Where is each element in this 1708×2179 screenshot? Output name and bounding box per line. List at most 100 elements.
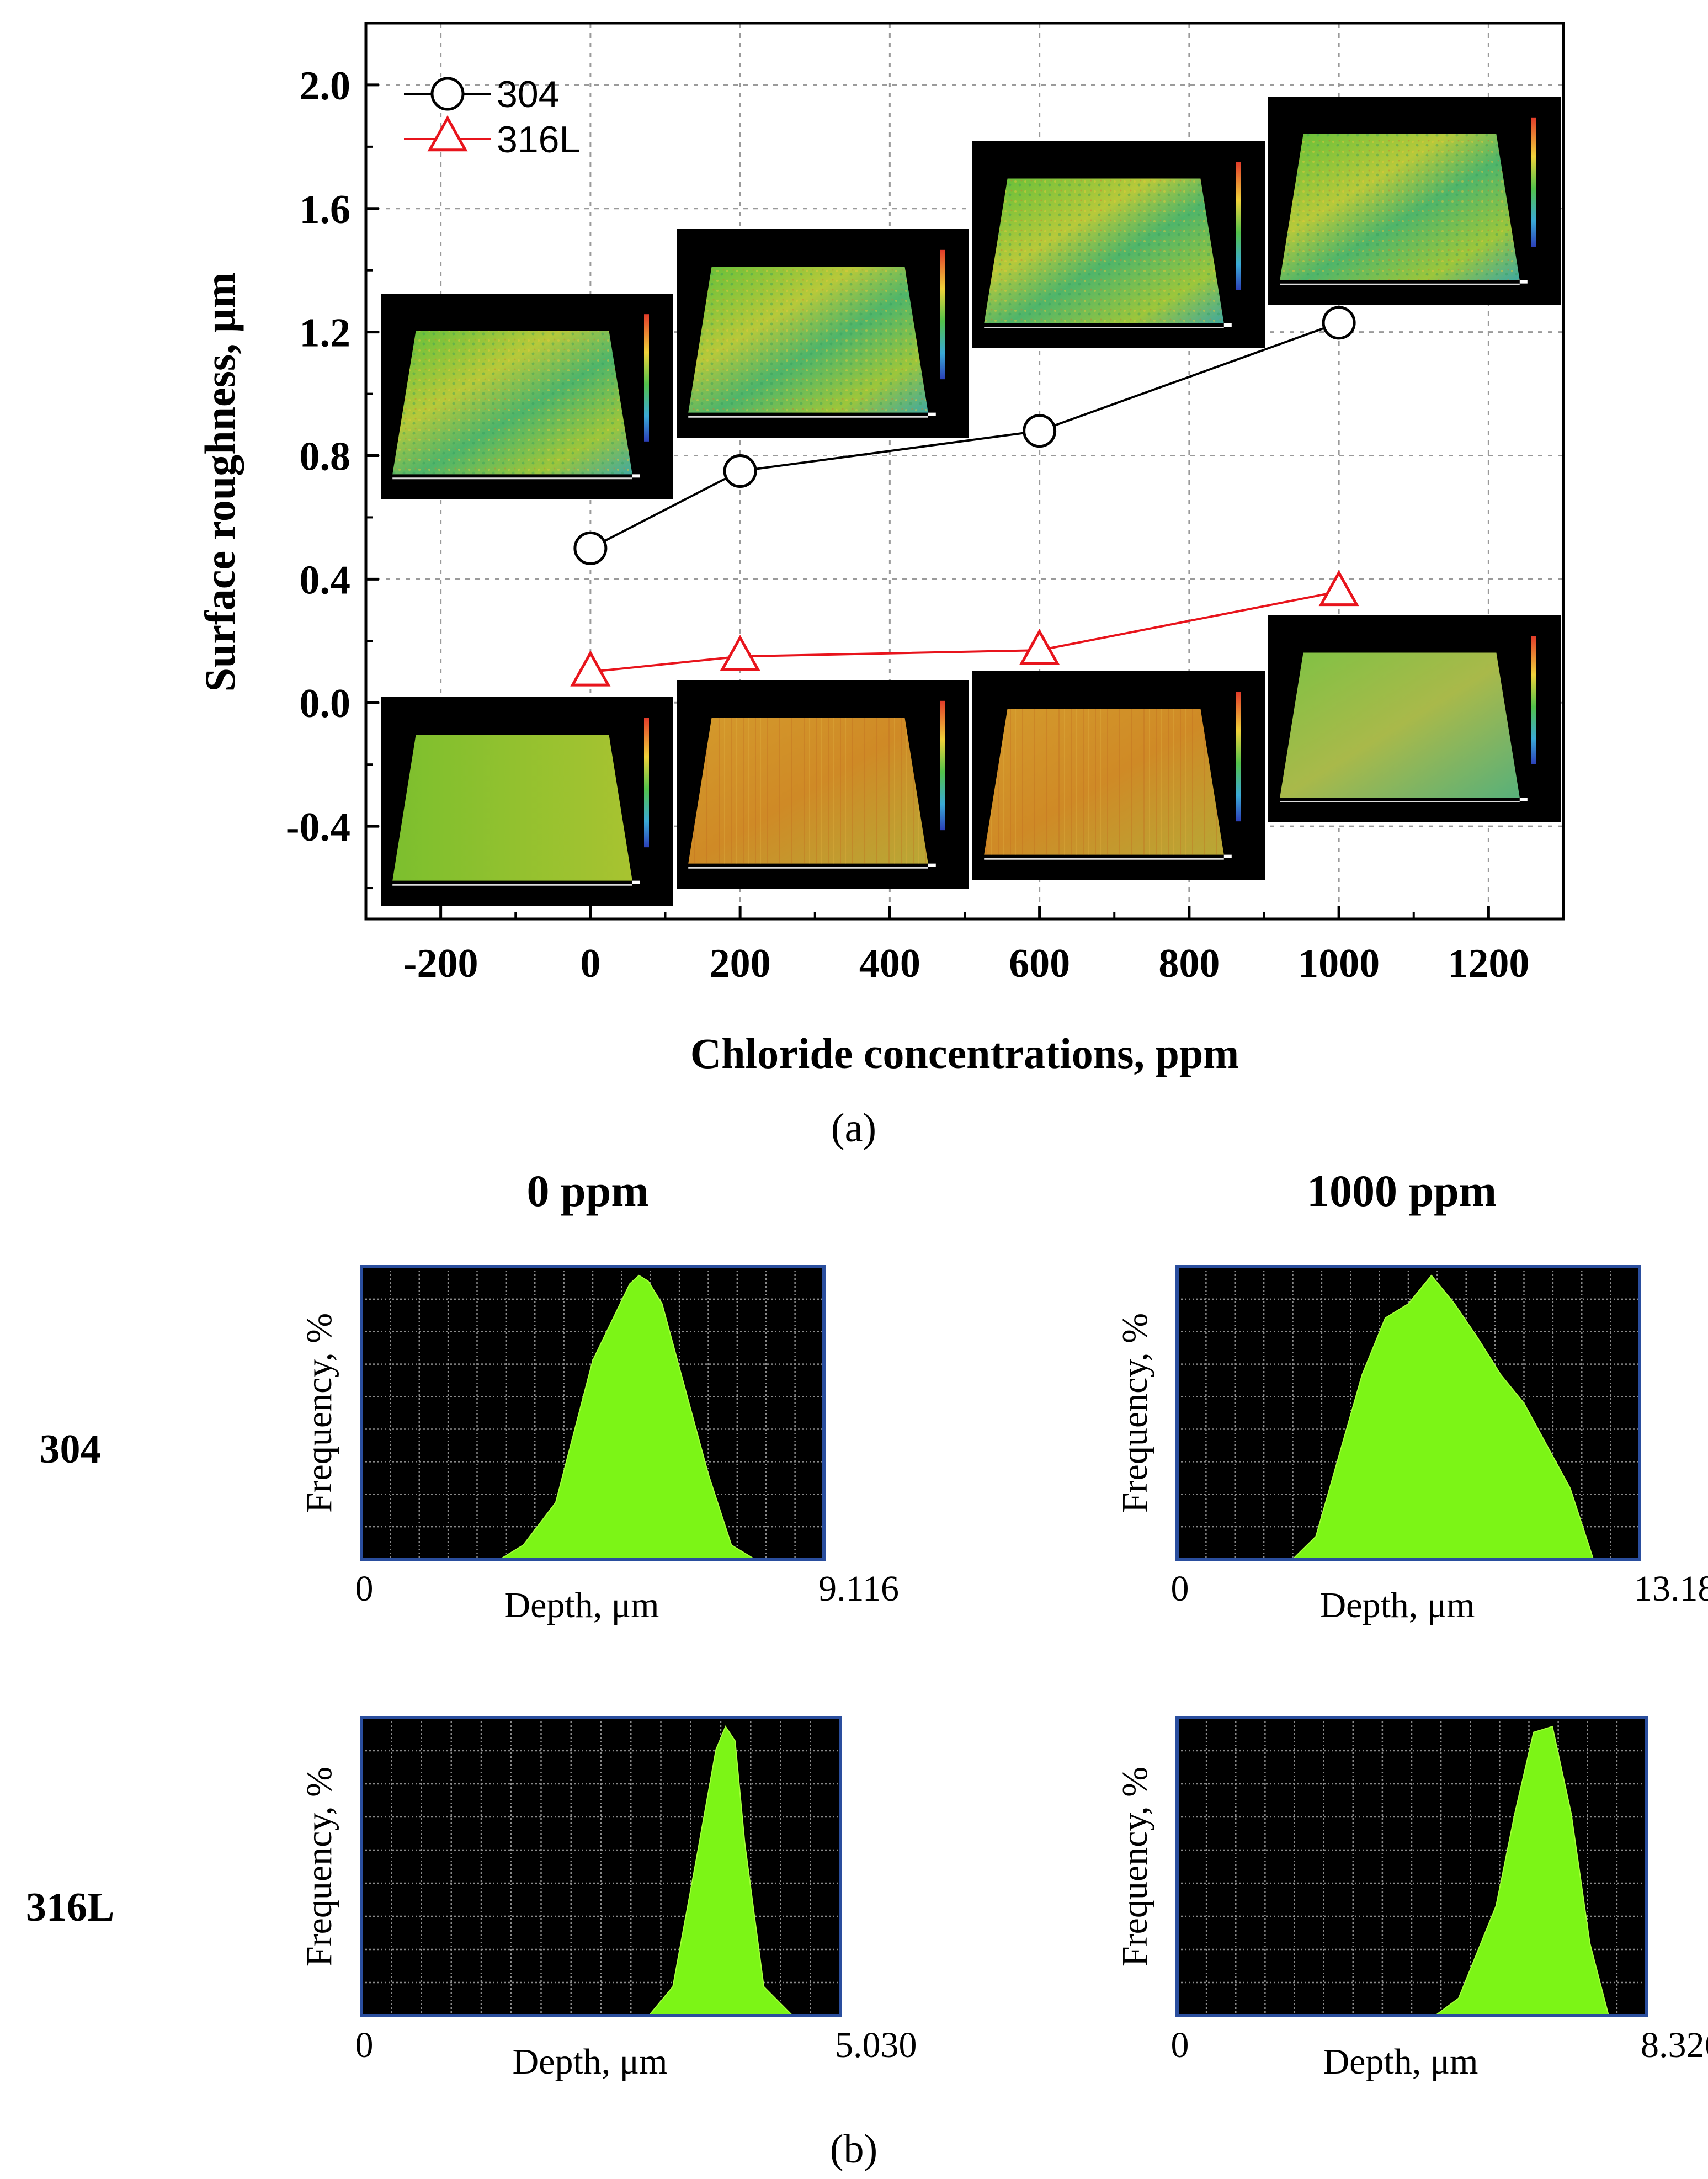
histogram-frame — [1175, 1265, 1641, 1561]
series-line-316L — [590, 590, 1339, 673]
surface-streaks — [688, 718, 928, 864]
surface-map-inset: 200 ppm surface map — [677, 680, 969, 889]
x-max-label: 13.18 — [1634, 1569, 1708, 1609]
surface-map-inset: 200 ppm surface map — [677, 229, 969, 438]
x-min-label: 0 — [355, 2025, 374, 2065]
inset-scale-mark — [928, 412, 936, 416]
y-axis-title: Frequency, % — [299, 1767, 339, 1967]
x-tick-label: 800 — [1158, 941, 1220, 986]
inset-scale-mark — [928, 863, 936, 867]
surface-texture — [1280, 134, 1520, 280]
x-min-label: 0 — [1171, 2025, 1189, 2065]
histogram-area — [1177, 1274, 1640, 1560]
inset-colorbar — [644, 314, 649, 442]
inset-colorbar — [940, 249, 945, 380]
column-title-0ppm: 0 ppm — [526, 1166, 648, 1216]
legend-entry-316L: 316L — [404, 115, 580, 161]
x-min-label: 0 — [355, 1569, 374, 1609]
histogram-frame — [360, 1716, 842, 2017]
y-tick-label: 2.0 — [300, 63, 351, 109]
histogram-panel: 0 5.030 Depth, μm Frequency, % — [299, 1716, 917, 2082]
y-tick-label: 0.8 — [300, 434, 351, 480]
y-tick-label: 0.4 — [300, 557, 351, 603]
surface-map-inset: 600 ppm surface map — [972, 141, 1265, 348]
y-axis-title: Frequency, % — [1115, 1767, 1155, 1967]
histogram-panel: 0 9.116 Depth, μm Frequency, % — [299, 1265, 899, 1625]
legend-marker — [430, 77, 465, 111]
x-max-label: 8.326 — [1641, 2025, 1708, 2065]
histogram-frame — [360, 1265, 826, 1561]
surface-map-inset: 600 ppm surface map — [972, 671, 1265, 880]
y-tick-label: -0.4 — [286, 805, 350, 850]
inset-scale-mark — [632, 880, 640, 884]
caption-a: (a) — [831, 1106, 876, 1151]
x-max-label: 5.030 — [835, 2025, 917, 2065]
data-point-316L — [1019, 628, 1060, 665]
x-axis-title: Chloride concentrations, ppm — [690, 1029, 1239, 1077]
y-tick-label: 1.6 — [300, 187, 351, 232]
y-axis-title: Surface roughness, μm — [196, 273, 244, 692]
row-label-304: 304 — [40, 1427, 101, 1472]
surface-texture — [392, 330, 632, 475]
inset-colorbar — [1531, 636, 1536, 764]
row-label-316L: 316L — [26, 1885, 114, 1930]
x-tick-label: 1200 — [1448, 941, 1529, 986]
data-point-304 — [573, 531, 608, 565]
data-point-304 — [1023, 414, 1057, 448]
inset-colorbar — [1531, 117, 1536, 247]
x-tick-label: 0 — [580, 941, 600, 986]
inset-colorbar — [1236, 692, 1241, 822]
y-axis-title: Frequency, % — [299, 1313, 339, 1513]
inset-scale-mark — [1519, 798, 1528, 801]
y-axis-title: Frequency, % — [1115, 1313, 1155, 1513]
x-axis-title: Depth, μm — [512, 2042, 667, 2082]
surface-texture — [984, 178, 1224, 323]
inset-scale-mark — [1223, 854, 1232, 858]
inset-colorbar — [644, 718, 649, 848]
x-axis-title: Depth, μm — [1319, 1585, 1475, 1625]
surface-map-inset: 1000 ppm surface map — [1268, 615, 1561, 822]
depth-histograms: 0 ppm 1000 ppm 304 316L 0 9.116 Depth, μm Frequ… — [26, 1166, 1708, 2172]
surface-map-inset: 0 ppm surface map — [381, 294, 673, 499]
x-min-label: 0 — [1171, 1569, 1189, 1609]
legend-marker — [427, 115, 468, 152]
x-tick-label: 600 — [1009, 941, 1070, 986]
caption-b: (b) — [830, 2127, 877, 2172]
x-tick-label: 400 — [859, 941, 920, 986]
surface-map-insets: 0 ppm surface map200 ppm surface map600 … — [381, 97, 1561, 906]
legend-entry-304: 304 — [404, 73, 559, 115]
inset-scale-mark — [1223, 323, 1232, 327]
inset-colorbar — [940, 700, 945, 831]
surface-map-inset: 1000 ppm surface map — [1268, 97, 1561, 305]
inset-colorbar — [1236, 162, 1241, 290]
x-axis-title: Depth, μm — [504, 1585, 659, 1625]
y-tick-label: 1.2 — [300, 311, 351, 356]
x-tick-label: -200 — [403, 941, 478, 986]
surface-streaks — [984, 709, 1224, 855]
legend-label: 316L — [497, 119, 580, 161]
data-point-304 — [1322, 306, 1356, 340]
surface-map — [1280, 652, 1520, 798]
surface-texture — [688, 267, 928, 413]
x-axis-title: Depth, μm — [1323, 2042, 1478, 2082]
column-title-1000ppm: 1000 ppm — [1307, 1166, 1497, 1216]
surface-map-inset: 0 ppm surface map — [381, 697, 673, 906]
histogram-panel: 0 13.18 Depth, μm Frequency, % — [1115, 1265, 1708, 1625]
x-tick-label: 200 — [710, 941, 771, 986]
x-tick-label: 1000 — [1298, 941, 1380, 986]
legend-label: 304 — [497, 73, 559, 115]
y-tick-label: 0.0 — [300, 681, 351, 726]
histogram-background — [361, 1718, 840, 2016]
inset-scale-mark — [632, 474, 640, 478]
series-line-304 — [589, 321, 1339, 550]
data-point-316L — [720, 635, 760, 671]
series-layer — [570, 306, 1359, 687]
data-point-316L — [570, 650, 611, 687]
histogram-panel: 0 8.326 Depth, μm Frequency, % — [1115, 1716, 1708, 2082]
inset-scale-mark — [1519, 280, 1528, 284]
histogram-frame — [1175, 1716, 1648, 2017]
x-max-label: 9.116 — [818, 1569, 899, 1609]
surface-map — [392, 735, 632, 881]
